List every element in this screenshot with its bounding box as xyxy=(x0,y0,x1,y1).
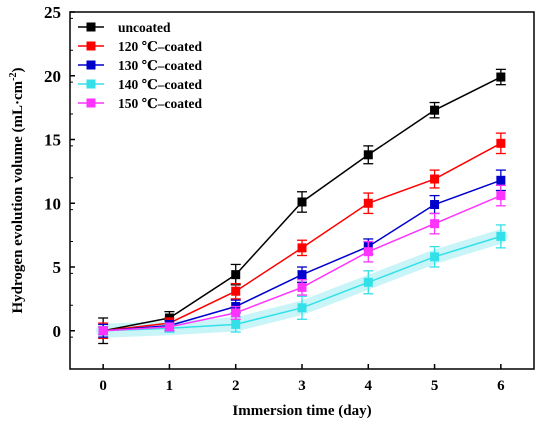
data-point xyxy=(363,198,373,208)
data-point xyxy=(231,270,241,280)
data-point xyxy=(231,308,241,318)
data-point xyxy=(496,231,506,241)
data-point xyxy=(496,138,506,148)
y-tick-label: 5 xyxy=(53,258,62,277)
legend-marker xyxy=(86,79,96,89)
legend-label: uncoated xyxy=(118,20,171,35)
y-tick-label: 20 xyxy=(44,67,61,86)
y-tick-label: 25 xyxy=(44,3,61,22)
x-tick-label: 0 xyxy=(99,378,107,394)
series-layer xyxy=(98,68,506,345)
data-point xyxy=(98,326,108,336)
legend-label: 130 ℃–coated xyxy=(118,58,203,73)
x-axis-label: Immersion time (day) xyxy=(232,403,371,419)
y-tick-label: 15 xyxy=(44,131,61,150)
data-point xyxy=(496,175,506,185)
y-tick-label: 0 xyxy=(53,322,62,341)
data-point xyxy=(164,322,174,332)
data-point xyxy=(430,200,440,210)
y-axis-label-main: Hydrogen evolution volume (mL·cm xyxy=(10,80,26,313)
data-point xyxy=(363,247,373,257)
x-tick-label: 6 xyxy=(497,378,505,394)
legend: uncoated 120 ℃–coated 130 ℃–coated 140 ℃–co… xyxy=(78,20,203,111)
y-axis-label-sup: -2 xyxy=(8,73,19,81)
data-point xyxy=(231,319,241,329)
data-point xyxy=(496,72,506,82)
data-point xyxy=(231,286,241,296)
data-point xyxy=(430,219,440,229)
legend-marker xyxy=(86,41,96,51)
legend-marker xyxy=(86,98,96,108)
legend-label: 140 ℃–coated xyxy=(118,77,203,92)
legend-label: 150 ℃–coated xyxy=(118,96,203,111)
series-4 xyxy=(98,184,506,336)
x-tick-label: 4 xyxy=(365,378,373,394)
data-point xyxy=(430,252,440,262)
legend-label: 120 ℃–coated xyxy=(118,39,203,54)
data-point xyxy=(297,243,307,253)
data-point xyxy=(430,174,440,184)
data-point xyxy=(297,282,307,292)
data-point xyxy=(297,303,307,313)
data-point xyxy=(496,191,506,201)
y-axis-label: Hydrogen evolution volume (mL·cm-2) xyxy=(8,68,26,314)
legend-marker xyxy=(86,22,96,32)
axis-layer: 0 1 2 3 4 5 6 0 5 10 15 20 25 xyxy=(44,3,505,394)
x-tick-label: 3 xyxy=(298,378,306,394)
legend-marker xyxy=(86,60,96,70)
x-tick-label: 2 xyxy=(232,378,240,394)
y-axis-label-close: ) xyxy=(10,68,26,73)
data-point xyxy=(297,270,307,280)
y-tick-label: 10 xyxy=(44,194,61,213)
data-point xyxy=(297,197,307,207)
data-point xyxy=(363,277,373,287)
x-tick-label: 5 xyxy=(431,378,439,394)
data-point xyxy=(430,105,440,115)
x-tick-label: 1 xyxy=(166,378,174,394)
data-point xyxy=(363,150,373,160)
